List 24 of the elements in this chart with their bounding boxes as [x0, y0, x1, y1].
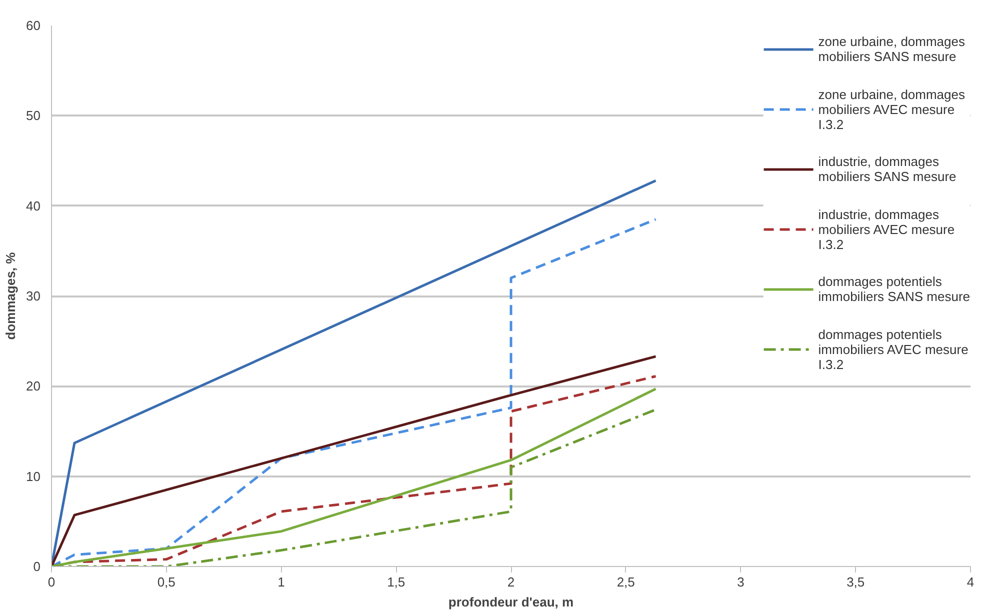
y-tick-label: 0: [33, 559, 41, 574]
x-tick-label: 4: [966, 574, 974, 590]
x-tick-label: 3: [737, 574, 744, 590]
y-tick-label: 60: [26, 18, 41, 33]
y-tick-label: 10: [26, 468, 41, 484]
x-tick-label: 1: [278, 574, 285, 590]
legend-label: dommages potentiels immobiliers AVEC mesure I.3.2: [818, 326, 968, 373]
x-tick-label: 2,5: [616, 574, 635, 590]
y-tick-label: 30: [26, 288, 41, 304]
x-tick-label: 0: [48, 574, 56, 590]
x-tick-label: 0,5: [157, 574, 176, 590]
legend-label: zone urbaine, dommages mobiliers SANS mesure: [818, 33, 965, 66]
legend-label: industrie, dommages mobiliers AVEC mesure I.3.2: [818, 206, 955, 253]
x-tick-label: 3,5: [846, 574, 865, 590]
x-axis-title: profondeur d'eau, m: [448, 594, 574, 610]
y-tick-label: 40: [26, 198, 41, 214]
legend-label: industrie, dommages mobiliers SANS mesure: [818, 153, 956, 186]
y-axis-title: dommages, %: [3, 252, 18, 340]
x-tick-label: 2: [507, 574, 515, 590]
legend-label: dommages potentiels immobiliers SANS mesure: [818, 273, 970, 306]
y-tick-label: 20: [26, 378, 41, 394]
legend-label: zone urbaine, dommages mobiliers AVEC mesure I.3.2: [818, 86, 965, 133]
y-tick-label: 50: [26, 108, 41, 124]
x-tick-label: 1,5: [387, 574, 406, 590]
